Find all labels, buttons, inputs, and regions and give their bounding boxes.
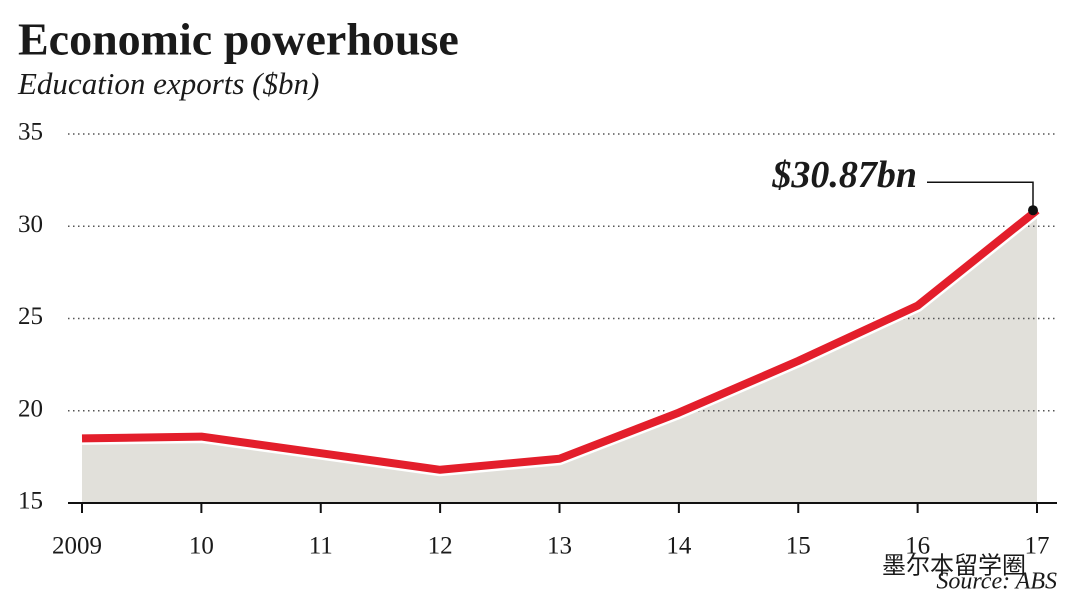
source: Source: ABS <box>936 569 1057 595</box>
x-tick-label: 16 <box>905 533 930 560</box>
x-tick-label: 13 <box>547 533 572 560</box>
x-tick-label: 12 <box>428 533 453 560</box>
end-point <box>1028 205 1038 216</box>
value-label: $30.87bn <box>771 154 917 196</box>
x-tick-label: 11 <box>309 533 333 560</box>
y-tick-label: 15 <box>18 488 43 515</box>
x-tick-label: 15 <box>786 533 811 560</box>
area <box>82 210 1037 504</box>
x-tick-label: 2009 <box>52 533 102 560</box>
x-tick-label: 17 <box>1025 533 1050 560</box>
annotation-leader <box>927 181 1034 207</box>
watermark: 墨尔本留学圈 <box>882 553 1026 580</box>
y-tick-label: 30 <box>18 211 43 238</box>
x-tick-label: 14 <box>666 533 692 560</box>
y-tick-label: 25 <box>18 303 43 330</box>
line <box>81 207 1040 474</box>
chart-title: Economic powerhouse <box>18 14 459 65</box>
y-tick-label: 35 <box>18 119 43 146</box>
x-tick-label: 10 <box>189 533 214 560</box>
y-tick-label: 20 <box>18 395 43 422</box>
chart-subtitle: Education exports ($bn) <box>17 66 319 101</box>
